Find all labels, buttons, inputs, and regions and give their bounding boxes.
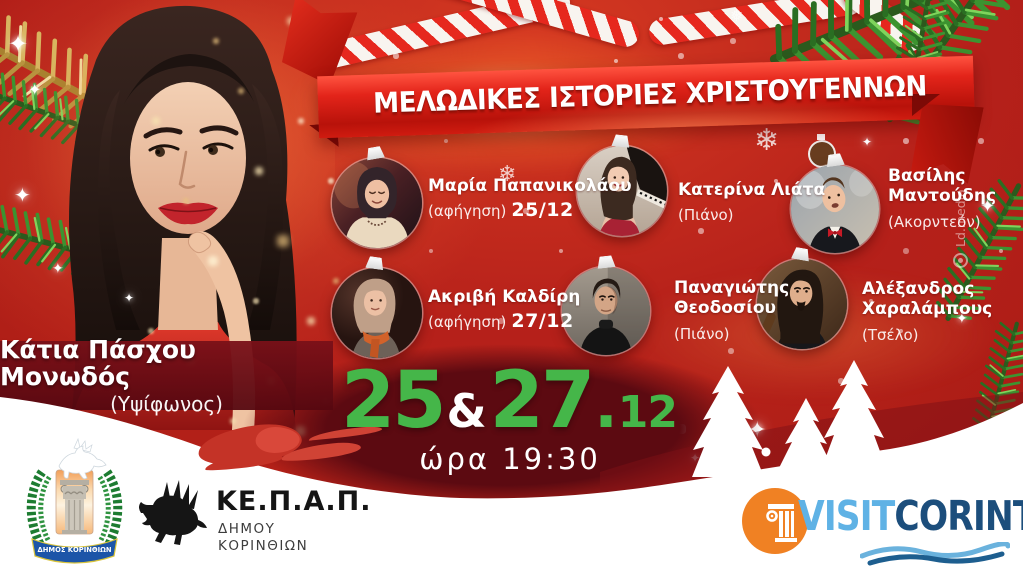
performer-entry: Κατερίνα Λιάτα (Πιάνο) bbox=[678, 180, 863, 225]
performer-photo-image bbox=[757, 259, 847, 349]
performer-photo bbox=[332, 268, 422, 358]
performer-photo-image bbox=[332, 158, 422, 248]
sparkle-icon: ✦ bbox=[28, 80, 42, 99]
performer-name: Μαρία Παπανικολάου bbox=[428, 176, 632, 196]
performer-entry: Μαρία Παπανικολάου (αφήγηση) 25/12 bbox=[428, 176, 648, 221]
performer-date: 27/12 bbox=[511, 310, 574, 333]
performer-photo-image bbox=[562, 267, 650, 355]
performer-entry: Βασίλης Μαντούδης (Ακορντεόν) bbox=[888, 166, 1016, 232]
watermark-icon bbox=[953, 253, 968, 268]
bauble-doodle-icon bbox=[808, 134, 836, 168]
tree-silhouette bbox=[824, 360, 884, 462]
visitcorinth-wordmark: VISITCORINTH bbox=[798, 492, 1023, 540]
performer-role: (Ακορντεόν) bbox=[888, 212, 981, 231]
sparkle-icon: ✦ bbox=[52, 261, 64, 277]
performer-photo bbox=[332, 158, 422, 248]
performer-name: Παναγιώτης Θεοδοσίου bbox=[674, 278, 790, 319]
singer-name: Κάτια Πάσχου Μονωδός bbox=[0, 334, 196, 391]
ribbon-fold bbox=[309, 123, 339, 149]
performer-date: 25/12 bbox=[511, 199, 574, 222]
performer-role: (Πιάνο) bbox=[678, 206, 734, 225]
gold-confetti bbox=[0, 0, 2, 2]
performer-entry: Αλέξανδρος Χαραλάμπους (Τσέλο) bbox=[862, 279, 1017, 345]
performer-role: (Τσέλο) bbox=[862, 325, 919, 344]
performer-photo-image bbox=[791, 165, 879, 253]
tree-silhouette bbox=[779, 398, 833, 479]
municipality-banner-text: ΔΗΜΟΣ ΚΟΡΙΝΘΙΩΝ bbox=[38, 545, 112, 554]
kepap-title: ΚΕ.Π.Α.Π. bbox=[216, 486, 372, 517]
performer-name: Βασίλης Μαντούδης bbox=[888, 166, 997, 207]
sparkle-icon: ✦ bbox=[124, 291, 135, 305]
performer-photo-image bbox=[332, 268, 422, 358]
performer-photo bbox=[562, 267, 650, 355]
performer-role: (Πιάνο) bbox=[674, 324, 730, 343]
performer-photo bbox=[791, 165, 879, 253]
singer-role: (Υψίφωνος) bbox=[110, 391, 223, 416]
performer-name: Ακριβή Καλδίρη bbox=[428, 287, 581, 307]
snow-dots bbox=[0, 0, 2, 2]
waves-icon bbox=[860, 542, 1010, 566]
candy-cane-icon bbox=[647, 0, 864, 47]
kepap-subtitle: ΔΗΜΟΥ ΚΟΡΙΝΘΙΩΝ bbox=[218, 521, 309, 554]
candy-cane-icon bbox=[838, 0, 929, 57]
performer-role: (αφήγηση) 27/12 bbox=[428, 310, 574, 333]
performer-photo bbox=[757, 259, 847, 349]
poster-title: ΜΕΛΩΔΙΚΕΣ ΙΣΤΟΡΙΕΣ ΧΡΙΣΤΟΥΓΕΝΝΩΝ bbox=[372, 68, 928, 120]
singer-banner: Κάτια Πάσχου Μονωδός (Υψίφωνος) bbox=[0, 335, 333, 416]
performer-entry: Παναγιώτης Θεοδοσίου (Πιάνο) bbox=[674, 278, 809, 344]
performer-name: Αλέξανδρος Χαραλάμπους bbox=[862, 279, 993, 320]
municipality-logo: ΔΗΜΟΣ ΚΟΡΙΝΘΙΩΝ bbox=[26, 437, 123, 564]
sparkle-icon: ✦ bbox=[14, 183, 31, 207]
sparkle-icon: ✦ bbox=[8, 30, 29, 58]
performer-entry: Ακριβή Καλδίρη (αφήγηση) 27/12 bbox=[428, 287, 648, 332]
performer-role: (αφήγηση) 25/12 bbox=[428, 199, 574, 222]
performer-name: Κατερίνα Λιάτα bbox=[678, 180, 826, 200]
visitcorinth-logo: VISITCORINTH bbox=[742, 486, 1023, 572]
snowflake-icon: ❄ bbox=[754, 123, 780, 158]
kepap-pegasus-icon bbox=[139, 480, 207, 545]
sparkle-icon: ✦ bbox=[862, 135, 873, 149]
